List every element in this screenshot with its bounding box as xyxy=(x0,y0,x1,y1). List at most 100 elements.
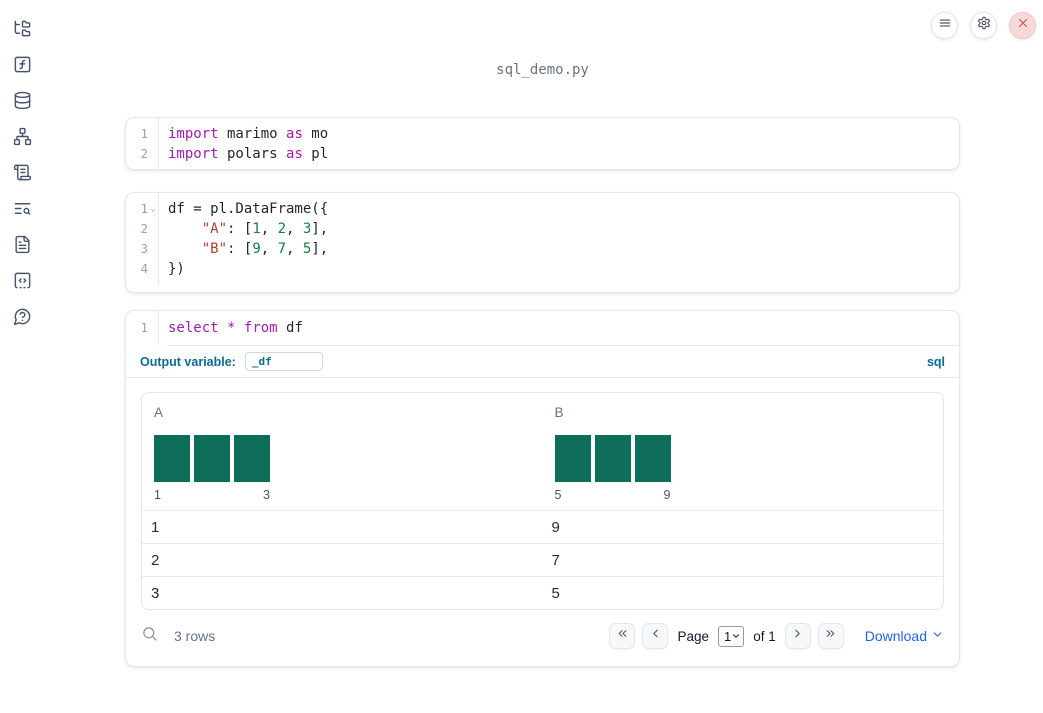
scroll-text-icon xyxy=(13,163,32,187)
line-number: 1 xyxy=(140,126,148,141)
gear-icon xyxy=(977,16,991,35)
sidebar-item-variables[interactable] xyxy=(0,49,44,85)
line-number: 2 xyxy=(140,146,148,161)
search-button[interactable] xyxy=(141,625,158,647)
chevrons-left-icon xyxy=(616,627,629,645)
chevron-down-icon xyxy=(731,629,741,644)
code-text[interactable]: import polars as pl xyxy=(168,146,329,162)
histogram-max-label: 3 xyxy=(263,488,270,502)
notebook-main: sql_demo.py 1 import marimo as mo 2 import … xyxy=(125,0,960,713)
download-label: Download xyxy=(864,628,927,644)
pagination: Page 1 of 1 Download xyxy=(609,623,944,649)
menu-button[interactable] xyxy=(931,12,958,39)
histogram-max-label: 9 xyxy=(663,488,671,502)
code-line[interactable]: 4}) xyxy=(126,259,959,279)
histogram-min-label: 1 xyxy=(154,488,161,502)
code-cell-dataframe: 1 ⌄ df = pl.DataFrame({2 "A": [1, 2, 3], 3 … xyxy=(125,192,960,293)
table-footer: 3 rows Page 1 of 1 Download xyxy=(141,618,944,654)
chevrons-right-icon xyxy=(824,627,837,645)
histogram xyxy=(554,435,671,482)
code-line[interactable]: 1 select * from df xyxy=(126,318,959,338)
database-icon xyxy=(13,91,32,115)
code-text[interactable]: "A": [1, 2, 3], xyxy=(201,221,329,237)
line-number: 4 xyxy=(140,261,148,276)
last-page-button[interactable] xyxy=(817,623,844,649)
download-button[interactable]: Download xyxy=(865,628,944,644)
histogram-bar xyxy=(554,435,591,482)
sidebar-item-dependencies[interactable] xyxy=(0,121,44,157)
code-editor[interactable]: 1 import marimo as mo 2 import polars as pl xyxy=(126,118,959,170)
code-line[interactable]: 1 import marimo as mo xyxy=(126,124,959,144)
function-square-icon xyxy=(13,55,32,79)
sql-cell: 1 select * from df Output variable: _df s… xyxy=(125,310,960,667)
code-text[interactable]: import marimo as mo xyxy=(168,126,329,142)
chevron-down-icon xyxy=(931,628,944,644)
table-cell: 1 xyxy=(151,518,160,536)
code-line[interactable]: 3 "B": [9, 7, 5], xyxy=(126,239,959,259)
code-line[interactable]: 2 "A": [1, 2, 3], xyxy=(126,219,959,239)
page-select-value: 1 xyxy=(723,628,732,644)
notebook-actions xyxy=(931,12,1036,39)
output-variable-label: Output variable: xyxy=(140,354,236,369)
hamburger-menu-icon xyxy=(938,16,952,35)
output-variable-input[interactable]: _df xyxy=(244,352,323,371)
row-count-label: 3 rows xyxy=(174,628,216,644)
fold-chevron-icon[interactable]: ⌄ xyxy=(150,204,156,214)
histogram-bar xyxy=(634,435,671,482)
sql-editor[interactable]: 1 select * from df xyxy=(126,311,959,345)
sidebar-item-documentation[interactable] xyxy=(0,229,44,265)
histogram-min-label: 5 xyxy=(554,488,562,502)
code-editor[interactable]: 1 ⌄ df = pl.DataFrame({2 "A": [1, 2, 3], 3 … xyxy=(126,193,959,285)
column-name: B xyxy=(554,405,564,420)
table-cell: 3 xyxy=(151,584,160,602)
search-icon xyxy=(141,625,158,647)
sidebar-item-help[interactable] xyxy=(0,301,44,337)
shutdown-button[interactable] xyxy=(1009,12,1036,39)
code-text[interactable]: df = pl.DataFrame({ xyxy=(168,201,329,217)
code-line[interactable]: 2 import polars as pl xyxy=(126,144,959,164)
network-graph-icon xyxy=(13,127,32,151)
page-select[interactable]: 1 xyxy=(717,625,745,647)
code-cell-imports: 1 import marimo as mo 2 import polars as pl xyxy=(125,117,960,170)
sidebar-item-folder-tree[interactable] xyxy=(0,13,44,49)
histogram-bar xyxy=(594,435,631,482)
code-text[interactable]: select * from df xyxy=(168,320,303,336)
sidebar-item-snippets[interactable] xyxy=(0,265,44,301)
sql-meta-row: Output variable: _df sql xyxy=(126,346,959,377)
chevron-left-icon xyxy=(649,627,662,645)
histogram xyxy=(154,435,270,482)
settings-button[interactable] xyxy=(970,12,997,39)
line-number: 3 xyxy=(140,241,148,256)
folder-tree-icon xyxy=(13,19,32,43)
code-line[interactable]: 1 ⌄ df = pl.DataFrame({ xyxy=(126,199,959,219)
table-cell: 9 xyxy=(551,518,560,536)
editor-divider xyxy=(167,345,959,346)
previous-page-button[interactable] xyxy=(642,623,669,649)
next-page-button[interactable] xyxy=(784,623,811,649)
file-text-icon xyxy=(13,235,32,259)
first-page-button[interactable] xyxy=(609,623,636,649)
text-search-icon xyxy=(13,199,32,223)
sidebar-item-datasources[interactable] xyxy=(0,85,44,121)
table-cell: 2 xyxy=(151,551,160,569)
sidebar xyxy=(0,0,44,337)
page-total-label: of 1 xyxy=(753,628,776,644)
notebook-filename: sql_demo.py xyxy=(496,62,589,78)
code-text[interactable]: }) xyxy=(168,261,185,277)
column-name: A xyxy=(154,405,164,420)
code-text[interactable]: "B": [9, 7, 5], xyxy=(201,241,329,257)
line-number: 2 xyxy=(140,221,148,236)
sidebar-item-logs[interactable] xyxy=(0,193,44,229)
sidebar-item-outline[interactable] xyxy=(0,157,44,193)
line-number: 1 ⌄ xyxy=(126,199,158,219)
